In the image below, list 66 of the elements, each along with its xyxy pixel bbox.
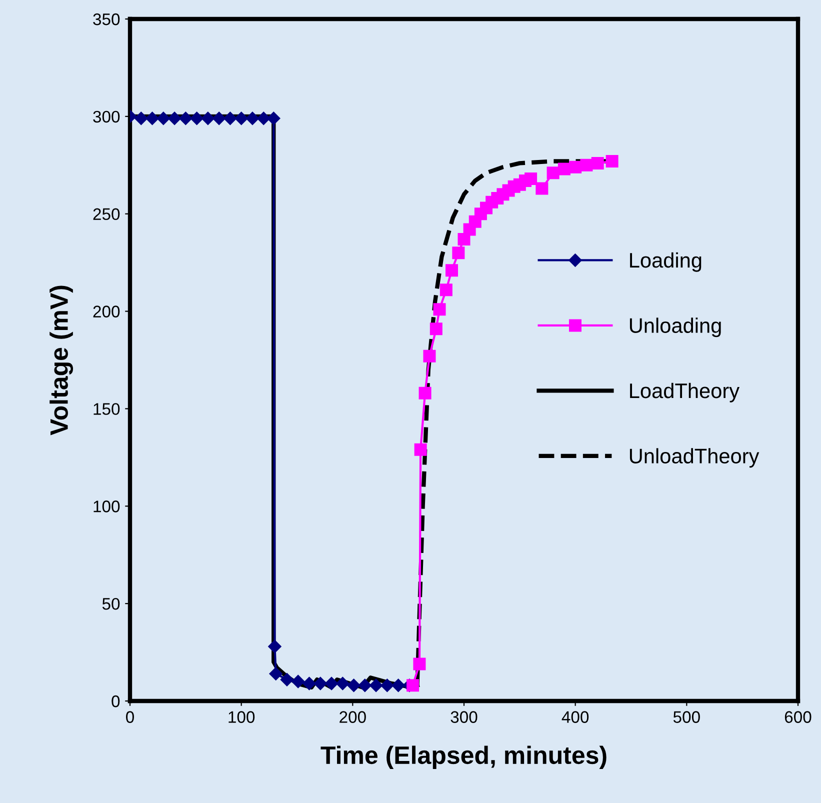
point	[446, 264, 458, 277]
point	[580, 158, 593, 172]
point	[458, 232, 470, 246]
point	[267, 112, 280, 125]
point	[558, 162, 570, 176]
point	[156, 112, 170, 125]
point	[302, 676, 316, 690]
point	[134, 112, 148, 125]
y-tick-label: 300	[93, 110, 120, 123]
point	[358, 678, 372, 692]
legend-label: Loading	[630, 252, 702, 272]
legend-label: UnloadTheory	[630, 448, 760, 468]
point	[524, 172, 538, 186]
point	[190, 112, 204, 125]
y-tick-label: 150	[94, 403, 120, 415]
point	[392, 678, 405, 692]
point	[546, 166, 560, 180]
point	[257, 112, 270, 125]
x-tick-label: 0	[126, 711, 134, 723]
point	[380, 678, 394, 692]
x-tick-label: 100	[228, 711, 255, 723]
point	[212, 112, 226, 125]
point	[224, 112, 237, 125]
point	[430, 322, 442, 336]
y-tick-label: 100	[94, 500, 120, 512]
point	[369, 678, 383, 692]
point	[591, 156, 604, 170]
point	[423, 350, 436, 362]
y-axis-title: Voltage (mV)	[50, 286, 74, 436]
point	[414, 443, 427, 456]
point	[324, 676, 338, 690]
point	[314, 676, 327, 690]
point	[418, 386, 432, 400]
y-tick-label: 200	[93, 306, 120, 318]
point	[452, 246, 465, 260]
point	[292, 674, 305, 688]
point	[269, 667, 282, 680]
legend-label: LoadTheory	[630, 382, 740, 402]
point	[347, 678, 360, 692]
point	[569, 160, 582, 174]
point	[246, 112, 260, 125]
point	[336, 676, 350, 690]
point	[179, 112, 192, 125]
point	[234, 112, 248, 125]
y-tick-label: 50	[102, 598, 120, 610]
point	[433, 303, 446, 316]
x-tick-label: 500	[673, 711, 700, 723]
legend-label: Unloading	[630, 318, 721, 338]
point	[201, 112, 215, 125]
point	[268, 640, 282, 654]
y-tick-label: 0	[112, 695, 120, 708]
point	[146, 112, 159, 125]
x-tick-label: 300	[450, 711, 478, 723]
x-tick-label: 200	[340, 711, 366, 723]
x-axis-title: Time (Elapsed, minutes)	[320, 746, 606, 770]
y-tick-label: 350	[93, 13, 120, 26]
x-tick-label: 400	[562, 711, 589, 723]
point	[413, 658, 426, 670]
point	[280, 672, 294, 686]
point	[536, 182, 548, 195]
point	[168, 112, 182, 125]
x-tick-label: 600	[784, 711, 812, 723]
point	[606, 154, 618, 168]
point	[406, 679, 420, 692]
y-tick-label: 250	[93, 208, 120, 220]
point	[440, 284, 452, 296]
